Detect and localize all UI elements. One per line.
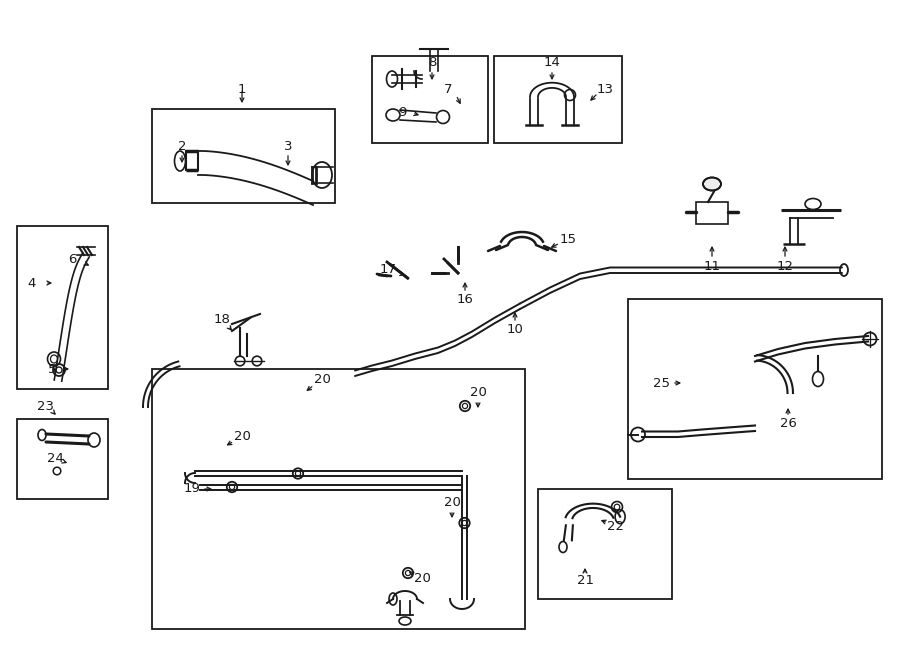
Text: 10: 10 [507,323,524,336]
Ellipse shape [703,178,721,190]
Text: 18: 18 [213,313,230,325]
Text: 20: 20 [444,496,461,510]
Text: 26: 26 [779,416,796,430]
Text: 19: 19 [184,483,201,496]
Text: 24: 24 [47,453,63,465]
Text: 13: 13 [597,83,614,95]
Text: 20: 20 [234,430,250,442]
Text: 1: 1 [238,83,247,95]
Bar [494,56,622,143]
Text: 16: 16 [456,293,473,305]
Text: 11: 11 [704,260,721,272]
Text: 20: 20 [313,373,330,385]
Bar [152,369,525,629]
Bar [17,419,108,499]
Text: 15: 15 [560,233,577,245]
Bar [152,109,335,203]
Text: 20: 20 [414,572,430,586]
Text: 6: 6 [68,253,76,266]
Text: 21: 21 [577,574,593,588]
Bar [696,202,728,224]
Text: 17: 17 [380,262,397,276]
Bar [372,56,488,143]
Text: 4: 4 [28,276,36,290]
Text: 8: 8 [428,56,436,69]
Text: 22: 22 [607,520,624,533]
Text: 3: 3 [284,139,292,153]
Text: 7: 7 [444,83,453,95]
Text: 5: 5 [48,362,56,375]
Bar [628,299,882,479]
Text: 20: 20 [470,387,486,399]
Text: 14: 14 [544,56,561,69]
Text: 23: 23 [38,399,55,412]
Text: 25: 25 [653,377,670,389]
Bar [17,226,108,389]
Text: 9: 9 [398,106,406,120]
Text: 2: 2 [178,139,186,153]
Text: 12: 12 [777,260,794,272]
Bar [538,489,672,599]
